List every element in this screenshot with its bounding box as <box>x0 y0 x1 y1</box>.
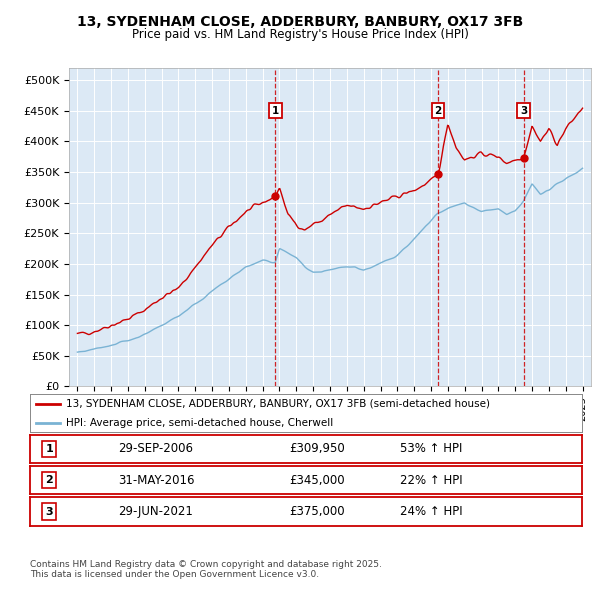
Text: 1: 1 <box>46 444 53 454</box>
Text: 3: 3 <box>46 507 53 516</box>
Text: 2: 2 <box>434 106 442 116</box>
Text: Price paid vs. HM Land Registry's House Price Index (HPI): Price paid vs. HM Land Registry's House … <box>131 28 469 41</box>
Text: 22% ↑ HPI: 22% ↑ HPI <box>400 474 463 487</box>
Text: £345,000: £345,000 <box>289 474 345 487</box>
Text: 2: 2 <box>46 476 53 485</box>
Text: Contains HM Land Registry data © Crown copyright and database right 2025.
This d: Contains HM Land Registry data © Crown c… <box>30 560 382 579</box>
Text: 29-SEP-2006: 29-SEP-2006 <box>118 442 193 455</box>
Text: £309,950: £309,950 <box>289 442 345 455</box>
Text: HPI: Average price, semi-detached house, Cherwell: HPI: Average price, semi-detached house,… <box>66 418 333 428</box>
Text: 1: 1 <box>272 106 279 116</box>
Text: £375,000: £375,000 <box>289 505 345 518</box>
Text: 13, SYDENHAM CLOSE, ADDERBURY, BANBURY, OX17 3FB (semi-detached house): 13, SYDENHAM CLOSE, ADDERBURY, BANBURY, … <box>66 399 490 409</box>
Text: 29-JUN-2021: 29-JUN-2021 <box>118 505 193 518</box>
Text: 24% ↑ HPI: 24% ↑ HPI <box>400 505 463 518</box>
Text: 13, SYDENHAM CLOSE, ADDERBURY, BANBURY, OX17 3FB: 13, SYDENHAM CLOSE, ADDERBURY, BANBURY, … <box>77 15 523 29</box>
Text: 53% ↑ HPI: 53% ↑ HPI <box>400 442 462 455</box>
Text: 3: 3 <box>520 106 527 116</box>
Text: 31-MAY-2016: 31-MAY-2016 <box>118 474 195 487</box>
